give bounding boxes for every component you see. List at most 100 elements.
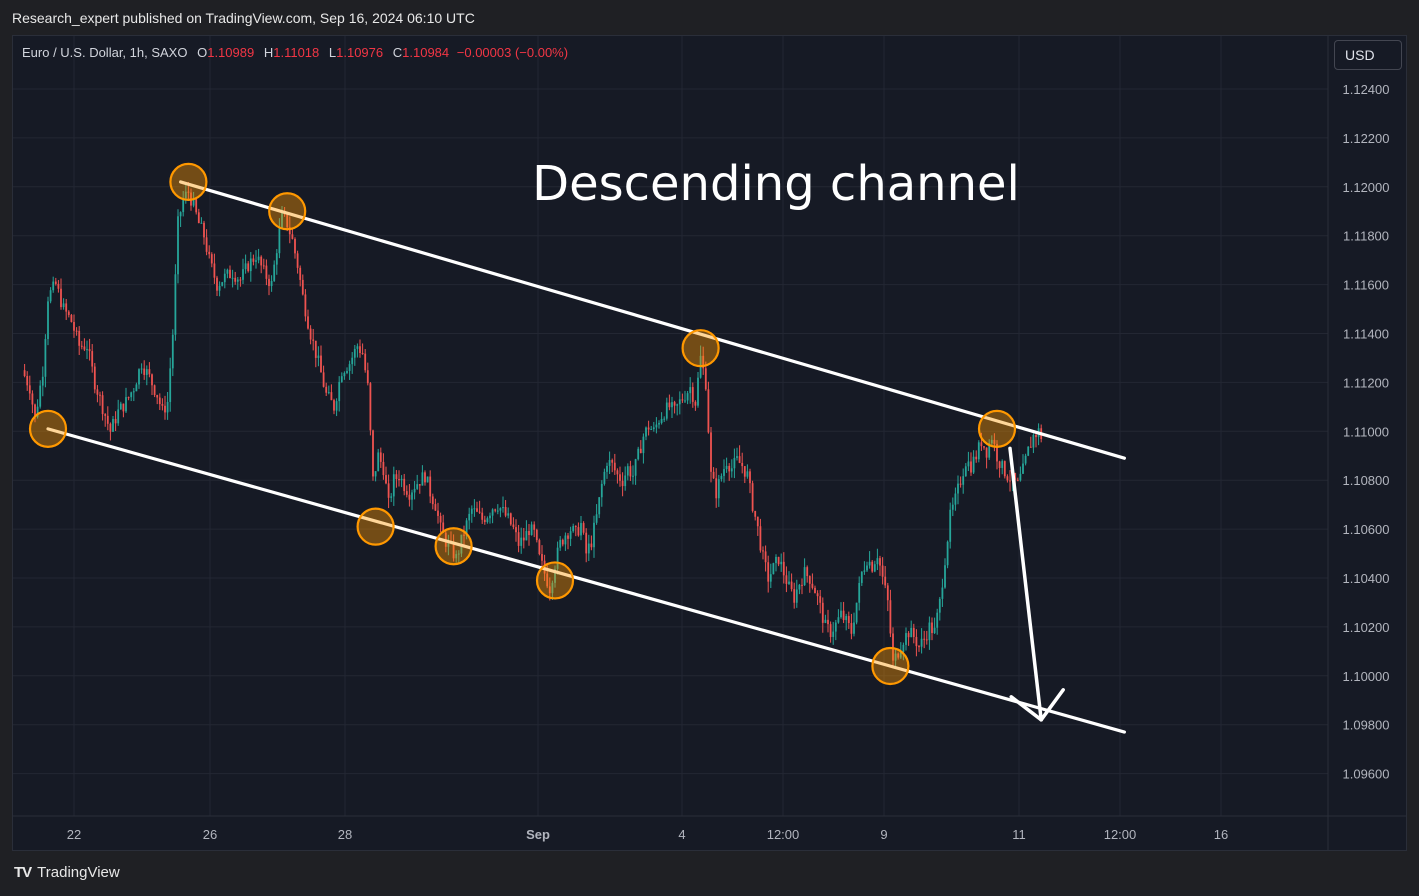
candle-body (946, 541, 949, 566)
candle-body (959, 483, 962, 485)
candle-body (483, 519, 486, 523)
price-tick-label: 1.12400 (1343, 82, 1390, 97)
candle-body (717, 479, 720, 499)
candle-body (465, 520, 468, 536)
candle-body (242, 269, 244, 280)
chart-pane[interactable] (12, 35, 1407, 851)
candle-body (962, 476, 965, 485)
tradingview-footer[interactable]: TV TradingView (14, 864, 120, 881)
candle-body (606, 465, 608, 472)
open-value: 1.10989 (207, 45, 255, 60)
candle-body (346, 370, 348, 373)
candle-body (754, 510, 757, 517)
candle-body (738, 456, 741, 463)
candle-body (187, 191, 190, 193)
candle-body (119, 403, 122, 410)
candle-body (309, 328, 312, 340)
candle-body (980, 442, 983, 447)
candle-body (658, 422, 660, 425)
candle-body (954, 493, 957, 505)
candle-body (236, 279, 239, 282)
candle-body (67, 311, 70, 315)
candle-body (62, 303, 65, 308)
candle-body (996, 443, 998, 462)
candle-body (988, 443, 991, 458)
candle-body (320, 355, 322, 373)
price-axis: 1.12400 1.12200 1.12000 1.11800 1.11600 1.114… (1327, 36, 1390, 851)
projection-arrow-head (1009, 688, 1065, 722)
touch-point-marker (535, 561, 575, 600)
candle-body (312, 339, 315, 341)
candle-body (156, 395, 159, 398)
descending-channel (28, 162, 1127, 734)
candle-body (164, 405, 166, 413)
candle-body (205, 237, 208, 252)
candle-body (790, 581, 793, 590)
candle-body (561, 539, 564, 545)
candle-body (197, 212, 200, 224)
candle-body (525, 530, 528, 541)
price-tick-label: 1.10200 (1343, 620, 1390, 635)
candle-body (572, 526, 575, 532)
candlestick-series (23, 181, 1043, 669)
candle-body (80, 345, 83, 347)
candle-body (145, 369, 148, 375)
candle-body (850, 623, 853, 634)
candle-body (881, 565, 884, 577)
candle-body (598, 497, 601, 515)
candle-body (868, 561, 871, 566)
candle-body (931, 622, 933, 634)
candle-body (268, 278, 270, 287)
candle-body (574, 526, 577, 528)
candle-body (390, 496, 393, 498)
price-tick-label: 1.10000 (1343, 669, 1390, 684)
candle-body (468, 513, 471, 521)
candle-body (499, 508, 502, 511)
candle-body (132, 391, 135, 393)
currency-button[interactable]: USD (1334, 40, 1402, 70)
candle-body (587, 543, 590, 554)
candle-body (374, 471, 377, 477)
candle-body (244, 263, 247, 270)
candle-body (671, 402, 673, 408)
candle-body (918, 646, 920, 648)
candle-body (106, 415, 109, 424)
candle-body (767, 562, 770, 582)
candle-body (1009, 480, 1011, 482)
candle-body (723, 469, 725, 476)
candle-body (411, 492, 413, 500)
candle-body (270, 281, 273, 287)
candle-body (496, 510, 499, 512)
candle-body (847, 616, 850, 624)
candle-body (967, 461, 970, 467)
candle-body (252, 258, 255, 262)
candle-body (733, 457, 736, 469)
candle-body (158, 397, 161, 405)
candle-body (970, 461, 972, 473)
candle-body (546, 573, 549, 587)
candle-body (457, 553, 460, 555)
candle-body (257, 256, 260, 261)
candle-body (424, 472, 426, 483)
touch-point-marker (268, 192, 307, 231)
candle-body (611, 460, 614, 463)
candle-body (161, 404, 164, 406)
candle-body (905, 633, 907, 645)
candle-body (944, 565, 946, 588)
channel-annotation: Descending channel (532, 156, 1020, 212)
candle-body (288, 227, 291, 235)
candle-body (840, 610, 842, 618)
candle-body (842, 610, 845, 621)
candle-body (691, 387, 694, 402)
candle-body (795, 589, 798, 603)
candle-body (1035, 435, 1037, 438)
candle-body (408, 494, 411, 500)
candle-body (564, 535, 567, 545)
candle-body (801, 584, 803, 586)
candle-body (275, 253, 278, 265)
candle-body (1029, 446, 1032, 448)
candle-body (208, 251, 211, 255)
candle-body (793, 589, 796, 603)
price-tick-label: 1.12000 (1343, 180, 1390, 195)
